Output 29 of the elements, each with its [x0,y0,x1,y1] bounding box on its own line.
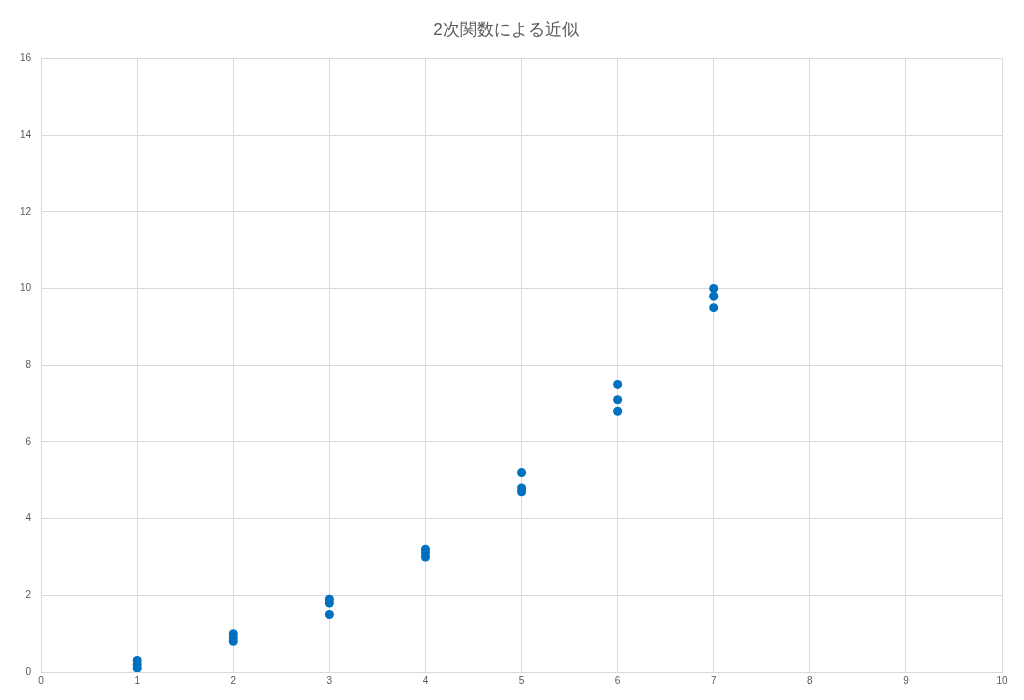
y-tick-label: 0 [25,665,32,677]
x-tick-label: 5 [518,674,525,686]
chart-title: 2次関数による近似 [433,19,579,39]
point [613,406,623,416]
x-tick-label: 6 [614,674,621,686]
x-tick-label: 4 [422,674,429,686]
y-tick-label: 2 [25,589,32,601]
y-tick-label: 12 [20,205,32,217]
x-tick-label: 7 [710,674,717,686]
x-tick-label: 2 [230,674,237,686]
y-tick-label: 6 [25,435,32,447]
point [613,379,623,389]
y-tick-label: 10 [20,282,32,294]
point [517,468,527,478]
x-tick-label: 3 [326,674,333,686]
y-tick-label: 14 [20,128,32,140]
y-tick-label: 4 [25,512,32,524]
point [709,303,719,313]
point [709,284,719,293]
point [613,395,623,405]
point [324,609,334,619]
point [709,291,719,301]
x-tick-label: 10 [996,674,1008,686]
y-tick-label: 8 [25,358,32,370]
y-tick-label: 16 [20,52,32,64]
x-tick-label: 8 [807,674,814,686]
x-tick-label: 9 [903,674,910,686]
x-tick-label: 1 [134,674,141,686]
x-tick-label: 0 [38,674,45,686]
